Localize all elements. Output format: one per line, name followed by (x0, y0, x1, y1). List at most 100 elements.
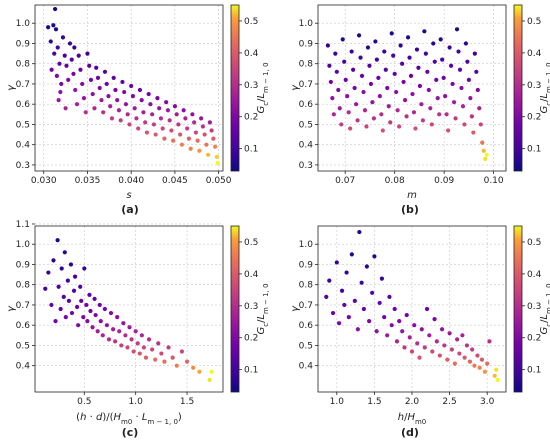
data-point (462, 122, 467, 127)
data-point (143, 120, 148, 125)
colorbar-tick-label: 0.3 (527, 302, 541, 312)
data-point (82, 266, 87, 271)
data-point (457, 67, 463, 72)
y-tick-label: 0.7 (16, 301, 30, 311)
x-tick-label: 0.045 (162, 176, 188, 186)
data-point (59, 81, 64, 87)
data-point (58, 306, 63, 312)
data-point (204, 142, 209, 147)
data-point (410, 91, 415, 97)
data-point (330, 310, 336, 316)
data-point (63, 106, 68, 111)
data-point (460, 104, 466, 109)
panel-caption: (c) (122, 426, 139, 439)
data-point (487, 339, 492, 344)
data-point (330, 96, 335, 101)
data-point (324, 294, 329, 299)
x-tick-label: 3.0 (480, 397, 495, 407)
data-point (169, 128, 174, 133)
y-axis-label: γ (6, 305, 17, 312)
data-point (466, 77, 471, 82)
data-point (327, 63, 332, 68)
data-point (475, 87, 480, 93)
data-point (106, 94, 111, 99)
data-point (414, 47, 420, 52)
colorbar-label: Gc/Lm − 1, 0 (256, 62, 270, 113)
data-point (345, 94, 350, 99)
data-point (417, 83, 423, 89)
data-point (343, 77, 348, 82)
data-point (428, 106, 433, 111)
data-point (49, 67, 54, 72)
data-point (164, 100, 169, 105)
data-point (65, 278, 70, 283)
data-point (348, 126, 353, 131)
data-point (412, 323, 417, 328)
data-point (356, 33, 362, 38)
data-point (159, 351, 164, 356)
x-tick-label: 0.030 (31, 176, 57, 186)
data-point (462, 355, 467, 360)
colorbar-tick-label: 0.1 (527, 145, 541, 155)
data-point (441, 75, 446, 80)
x-tick-label: 0.07 (335, 176, 355, 186)
data-point (459, 85, 464, 91)
data-point (181, 108, 186, 113)
x-tick-label: 0.09 (434, 176, 454, 186)
data-point (355, 118, 360, 123)
panel-caption: (a) (121, 203, 138, 216)
data-point (371, 116, 377, 121)
y-tick-label: 0.8 (16, 281, 31, 291)
data-point (116, 108, 122, 113)
data-point (146, 91, 151, 97)
data-point (100, 333, 105, 338)
data-point (99, 98, 104, 103)
plot-frame (34, 4, 224, 172)
data-point (374, 329, 379, 334)
data-point (460, 333, 465, 338)
data-point (359, 280, 364, 285)
data-point (415, 341, 420, 346)
data-point (346, 110, 351, 115)
y-tick-label: 0.5 (299, 341, 313, 351)
colorbar-tick-label: 0.1 (244, 366, 258, 376)
data-point (422, 29, 427, 34)
data-point (110, 327, 116, 332)
data-point (468, 96, 473, 101)
y-tick-label: 0.7 (16, 80, 30, 90)
y-tick-label: 0.4 (299, 362, 314, 372)
x-tick-label: 0.040 (118, 176, 144, 186)
data-point (472, 363, 477, 368)
data-point (61, 294, 66, 299)
y-tick-label: 1.0 (16, 240, 31, 250)
data-point (150, 112, 155, 117)
data-point (53, 27, 59, 32)
data-point (477, 365, 482, 370)
data-point (465, 59, 470, 64)
data-point (202, 132, 207, 137)
data-point (137, 351, 142, 356)
data-point (76, 323, 81, 328)
data-point (482, 369, 488, 374)
y-tick-label: 0.9 (16, 260, 31, 270)
data-point (387, 294, 392, 299)
data-point (450, 81, 455, 87)
data-point (494, 367, 499, 372)
colorbar-frame (230, 225, 240, 393)
data-point (54, 73, 59, 78)
data-point (452, 361, 457, 366)
data-point (172, 104, 178, 109)
data-point (214, 154, 219, 159)
data-point (76, 53, 81, 58)
data-point (129, 83, 134, 89)
data-point (88, 308, 93, 314)
data-point (193, 130, 198, 135)
data-point (382, 49, 387, 54)
data-point (117, 329, 122, 334)
data-point (55, 45, 60, 50)
data-point (80, 81, 85, 87)
data-point (155, 96, 160, 101)
data-point (432, 317, 437, 322)
data-point (119, 343, 124, 348)
data-point (125, 112, 130, 117)
